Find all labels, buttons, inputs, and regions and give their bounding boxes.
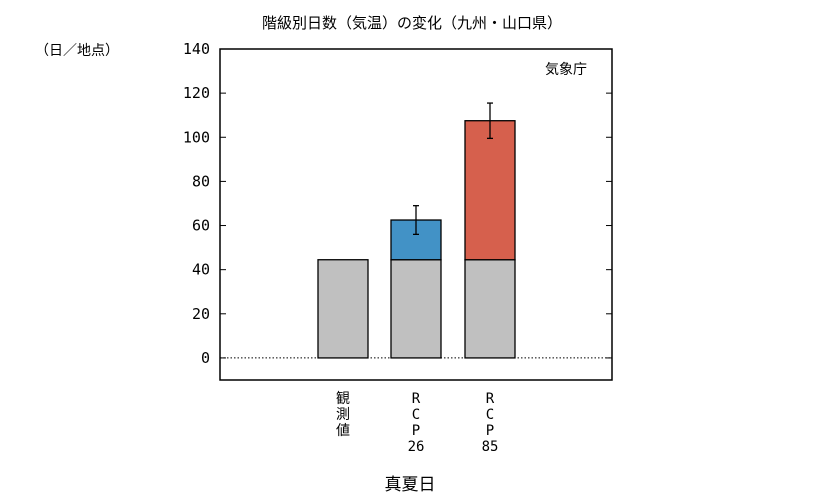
y-tick-label: 60 (192, 217, 210, 235)
y-tick-label: 100 (183, 128, 210, 146)
y-tick-label: 20 (192, 305, 210, 323)
y-tick-label: 40 (192, 261, 210, 279)
category-label: 観測値 (336, 390, 350, 439)
error-bars (413, 102, 493, 236)
y-tick-label: 80 (192, 172, 210, 190)
y-tick-label: 0 (201, 349, 210, 367)
category-label: R C P 85 (482, 391, 499, 455)
plot-area-frame (219, 48, 613, 381)
y-axis-unit-label: （日／地点） (35, 43, 119, 59)
bars (317, 120, 516, 359)
category-labels: 観測値 R C P 26 R C P 85 (336, 390, 498, 455)
category-label: R C P 26 (408, 391, 425, 455)
y-tick-label: 120 (183, 84, 210, 102)
y-axis-ticks: 0 20 40 60 80 100 120 140 (183, 40, 612, 367)
bar-segment-increase (464, 120, 516, 261)
chart-title: 階級別日数（気温）の変化（九州・山口県） (262, 14, 562, 32)
bar-segment-base (464, 259, 516, 359)
credit-label: 気象庁 (545, 62, 587, 78)
bar-segment-base (390, 259, 442, 359)
bar-segment-base (317, 259, 369, 359)
x-axis-title: 真夏日 (385, 475, 436, 495)
y-tick-label: 140 (183, 40, 210, 58)
